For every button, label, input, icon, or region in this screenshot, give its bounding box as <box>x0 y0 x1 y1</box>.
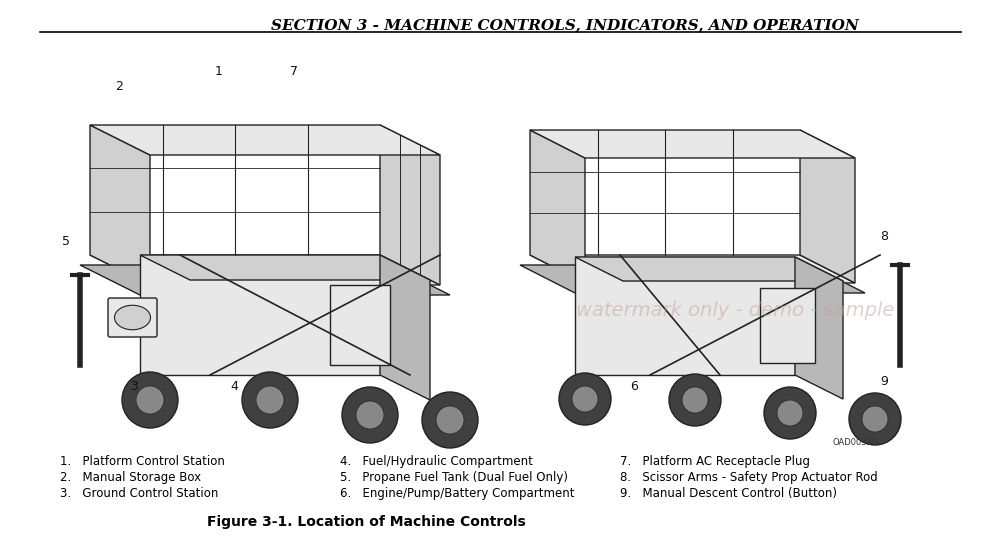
Text: 8.   Scissor Arms - Safety Prop Actuator Rod: 8. Scissor Arms - Safety Prop Actuator R… <box>620 471 878 484</box>
Text: 8: 8 <box>880 230 888 243</box>
Polygon shape <box>795 257 843 399</box>
Text: 4.   Fuel/Hydraulic Compartment: 4. Fuel/Hydraulic Compartment <box>340 455 533 468</box>
Polygon shape <box>90 125 150 285</box>
Circle shape <box>136 386 164 414</box>
Text: SECTION 3 - MACHINE CONTROLS, INDICATORS, AND OPERATION: SECTION 3 - MACHINE CONTROLS, INDICATORS… <box>271 18 859 32</box>
Circle shape <box>422 392 478 448</box>
Text: 9.   Manual Descent Control (Button): 9. Manual Descent Control (Button) <box>620 487 837 500</box>
Bar <box>330 285 390 365</box>
Circle shape <box>777 400 803 426</box>
Circle shape <box>559 373 611 425</box>
Circle shape <box>122 372 178 428</box>
Polygon shape <box>140 255 380 375</box>
Bar <box>760 288 815 363</box>
Text: 7.   Platform AC Receptacle Plug: 7. Platform AC Receptacle Plug <box>620 455 810 468</box>
Polygon shape <box>140 255 430 280</box>
Circle shape <box>862 406 888 432</box>
Polygon shape <box>530 130 855 158</box>
Text: 4: 4 <box>230 380 238 393</box>
Text: 2.   Manual Storage Box: 2. Manual Storage Box <box>60 471 201 484</box>
Circle shape <box>342 387 398 443</box>
Circle shape <box>764 387 816 439</box>
Polygon shape <box>575 257 795 375</box>
Polygon shape <box>90 125 440 155</box>
Text: 3: 3 <box>130 380 138 393</box>
Polygon shape <box>800 130 855 283</box>
Text: 1: 1 <box>215 65 223 78</box>
Text: watermark only - demo - sample: watermark only - demo - sample <box>576 300 894 320</box>
Polygon shape <box>520 265 865 293</box>
Circle shape <box>242 372 298 428</box>
Polygon shape <box>90 255 440 285</box>
Text: OAD00330: OAD00330 <box>832 438 878 447</box>
Circle shape <box>669 374 721 426</box>
Text: 6: 6 <box>630 380 638 393</box>
Polygon shape <box>530 130 585 283</box>
Text: 1.   Platform Control Station: 1. Platform Control Station <box>60 455 225 468</box>
Circle shape <box>682 387 708 413</box>
Text: 6.   Engine/Pump/Battery Compartment: 6. Engine/Pump/Battery Compartment <box>340 487 575 500</box>
Text: 9: 9 <box>880 375 888 388</box>
Circle shape <box>572 386 598 412</box>
Text: 7: 7 <box>290 65 298 78</box>
Polygon shape <box>380 125 440 285</box>
Text: 2: 2 <box>115 80 123 93</box>
Polygon shape <box>80 265 450 295</box>
Polygon shape <box>530 255 855 283</box>
Ellipse shape <box>115 305 151 330</box>
Text: 5: 5 <box>62 235 70 248</box>
Circle shape <box>356 401 384 429</box>
Polygon shape <box>575 257 843 281</box>
FancyBboxPatch shape <box>108 298 157 337</box>
Polygon shape <box>380 255 430 400</box>
Text: Figure 3-1. Location of Machine Controls: Figure 3-1. Location of Machine Controls <box>207 515 526 529</box>
Circle shape <box>256 386 284 414</box>
Circle shape <box>849 393 901 445</box>
Text: 3.   Ground Control Station: 3. Ground Control Station <box>60 487 218 500</box>
Text: 5.   Propane Fuel Tank (Dual Fuel Only): 5. Propane Fuel Tank (Dual Fuel Only) <box>340 471 568 484</box>
Circle shape <box>436 406 464 434</box>
